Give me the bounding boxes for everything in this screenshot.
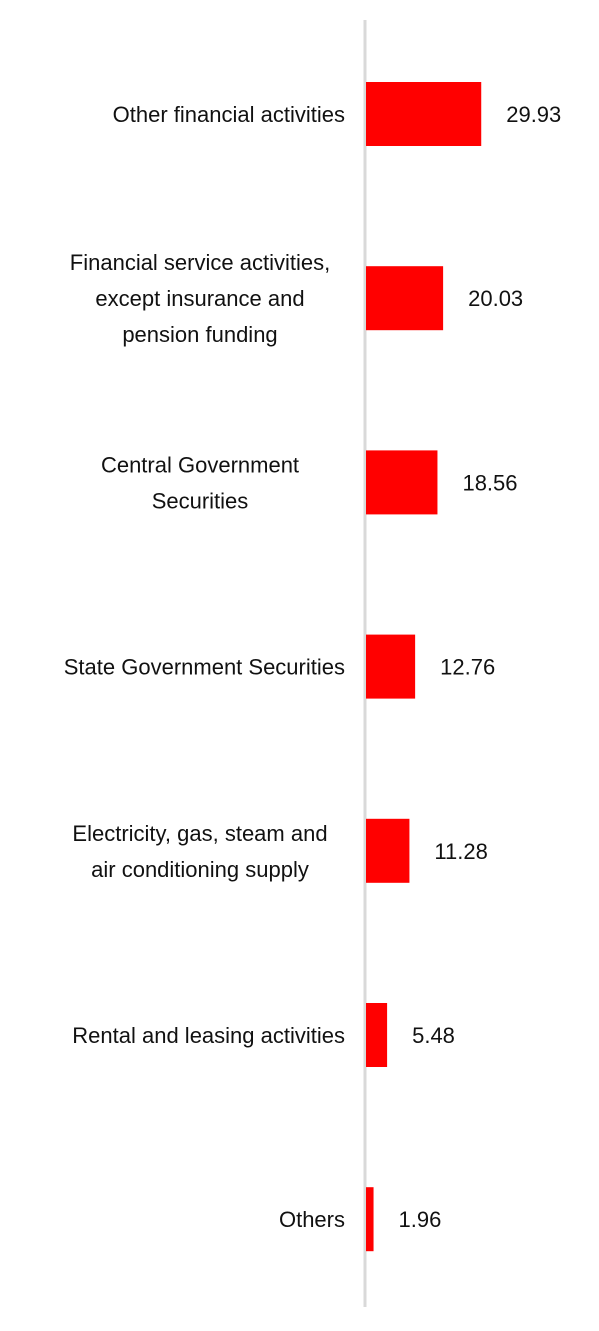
category-label-line: Central Government (101, 452, 299, 477)
value-label-1: 20.03 (468, 286, 523, 311)
bar-1 (366, 266, 444, 331)
category-label-line: Others (279, 1207, 345, 1232)
bar-0 (366, 82, 482, 146)
category-labels-group: Other financial activities Financial serv… (64, 102, 345, 1232)
category-label-5: Rental and leasing activities (72, 1023, 345, 1048)
category-label-line: State Government Securities (64, 655, 345, 680)
value-label-0: 29.93 (506, 102, 561, 127)
category-label-line: Financial service activities, (70, 250, 330, 275)
category-label-line: pension funding (122, 322, 277, 347)
bar-4 (366, 818, 410, 883)
category-label-2: Central Government Securities (101, 452, 299, 513)
value-label-3: 12.76 (440, 655, 495, 680)
category-label-0: Other financial activities (113, 102, 345, 127)
category-label-line: Securities (152, 488, 249, 513)
category-label-1: Financial service activities, except insu… (70, 250, 330, 347)
category-label-line: Electricity, gas, steam and (72, 821, 327, 846)
value-label-4: 11.28 (434, 839, 487, 864)
category-label-line: except insurance and (95, 286, 304, 311)
value-labels-group: 29.93 20.03 18.56 12.76 11.28 5.48 1.96 (399, 102, 562, 1232)
value-label-5: 5.48 (412, 1023, 455, 1048)
value-label-6: 1.96 (399, 1207, 442, 1232)
bar-2 (366, 450, 438, 515)
category-label-line: air conditioning supply (91, 857, 309, 882)
value-label-2: 18.56 (462, 470, 517, 495)
bars-group (366, 82, 482, 1252)
category-label-line: Other financial activities (113, 102, 345, 127)
category-label-6: Others (279, 1207, 345, 1232)
category-label-4: Electricity, gas, steam and air condition… (72, 821, 327, 882)
bar-3 (366, 634, 416, 699)
category-label-line: Rental and leasing activities (72, 1023, 345, 1048)
bar-6 (366, 1187, 374, 1252)
category-label-3: State Government Securities (64, 655, 345, 680)
bar-5 (366, 1003, 388, 1067)
